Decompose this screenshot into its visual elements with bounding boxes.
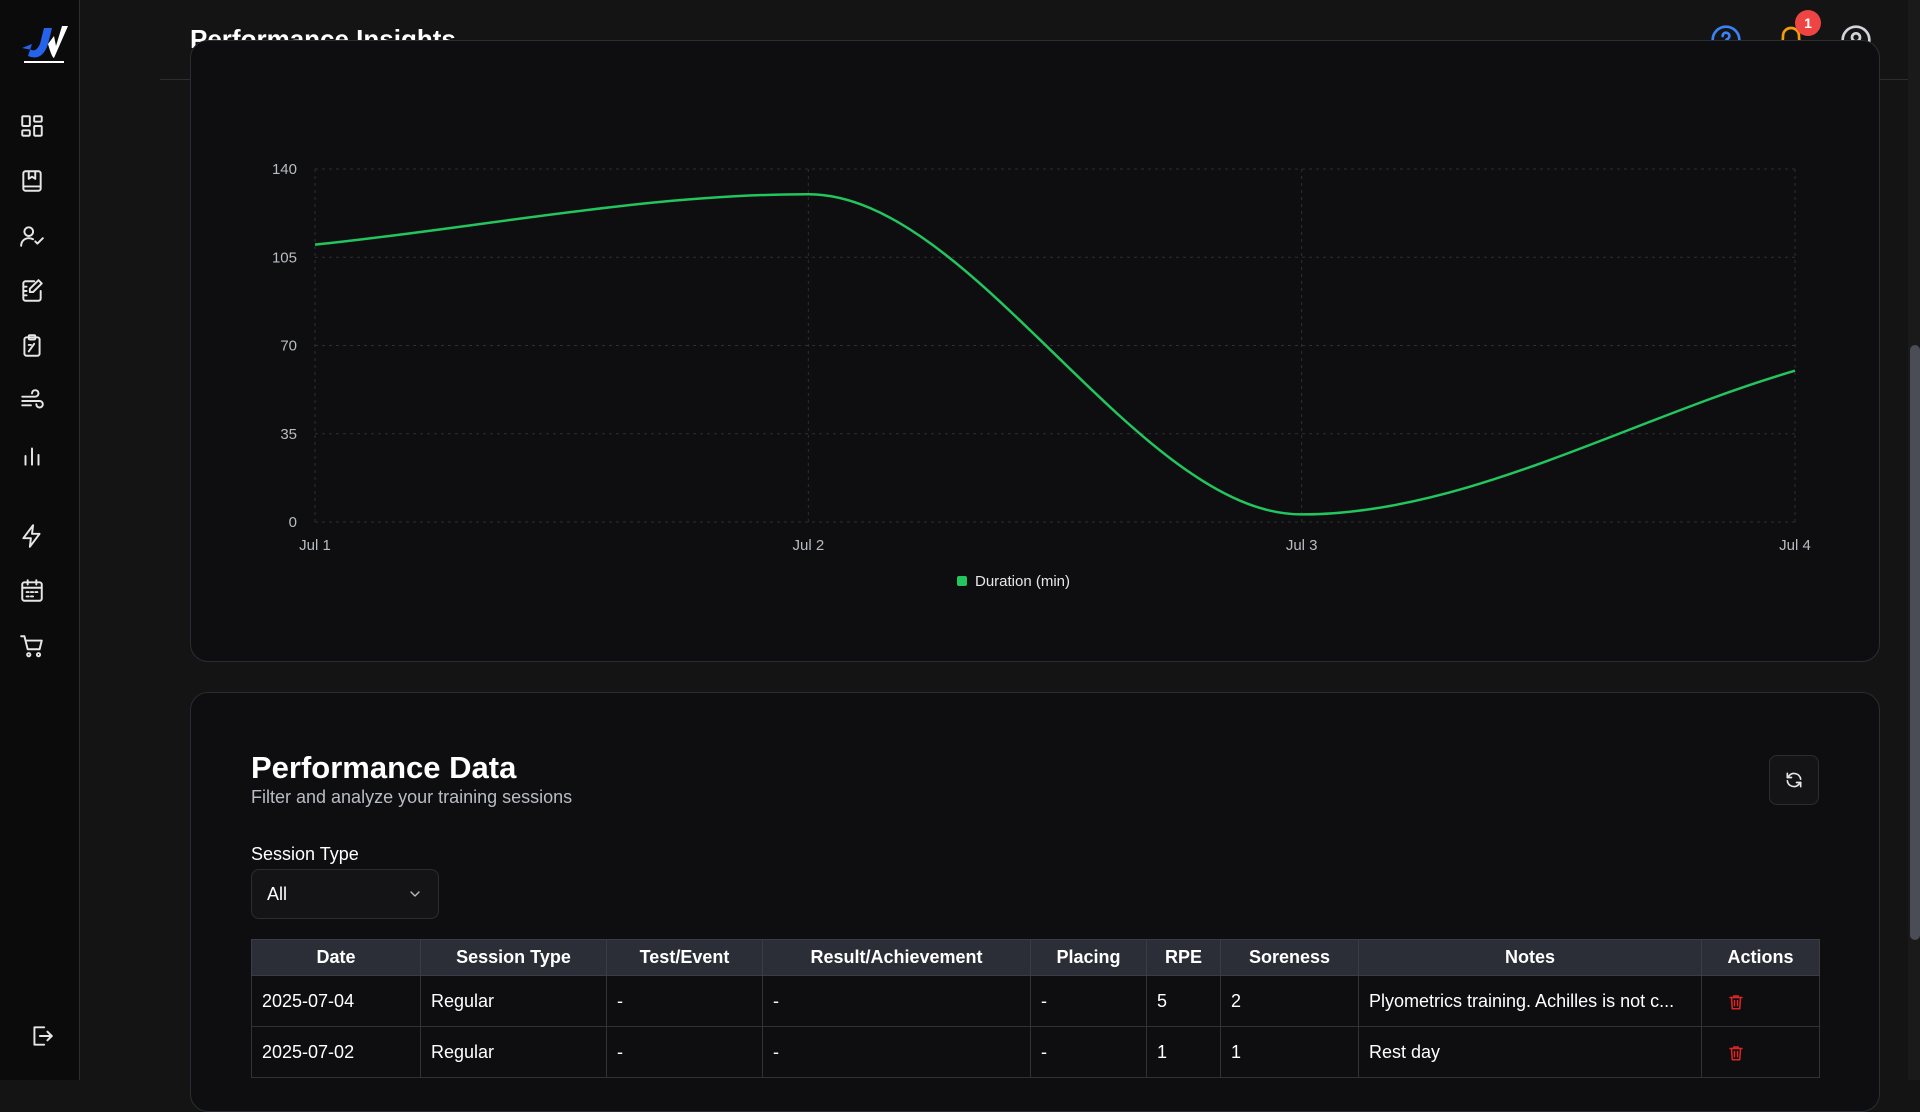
placing-cell: - <box>1030 975 1147 1027</box>
notes-cell: Rest day <box>1358 1026 1702 1078</box>
user-check-icon[interactable] <box>18 222 46 250</box>
x-tick-label: Jul 3 <box>1286 537 1318 554</box>
dashboard-icon[interactable] <box>18 112 46 140</box>
table-row: 2025-07-04 Regular - - - 5 2 Plyometrics… <box>251 975 1820 1027</box>
series-line-duration <box>314 192 1796 516</box>
column-header[interactable]: Soreness <box>1220 939 1359 976</box>
column-header[interactable]: Session Type <box>420 939 607 976</box>
session-type-value: All <box>267 884 288 904</box>
trash-icon[interactable] <box>1727 1044 1745 1062</box>
logout-icon[interactable] <box>28 1022 56 1050</box>
table-header-row: Date Session Type Test/Event Result/Achi… <box>251 939 1820 976</box>
soreness-cell: 2 <box>1220 975 1359 1027</box>
column-header[interactable]: Test/Event <box>606 939 763 976</box>
result-cell: - <box>762 975 1031 1027</box>
column-header[interactable]: Result/Achievement <box>762 939 1031 976</box>
session-type-select[interactable]: All <box>251 869 439 919</box>
test-event-cell: - <box>606 1026 763 1078</box>
trash-icon[interactable] <box>1727 993 1745 1011</box>
sidebar <box>0 0 80 1080</box>
clipboard-icon[interactable] <box>18 332 46 360</box>
cart-icon[interactable] <box>18 632 46 660</box>
legend-label: Duration (min) <box>975 573 1070 590</box>
y-tick-label: 140 <box>272 161 297 178</box>
column-header[interactable]: Date <box>251 939 421 976</box>
y-tick-label: 105 <box>272 249 297 266</box>
scrollbar-thumb[interactable] <box>1910 345 1920 940</box>
notification-badge: 1 <box>1795 10 1821 36</box>
x-tick-label: Jul 1 <box>299 537 331 554</box>
column-header: Actions <box>1701 939 1820 976</box>
session-type-cell: Regular <box>420 975 607 1027</box>
session-type-label: Session Type <box>251 844 359 864</box>
chevron-down-icon <box>407 886 423 902</box>
calendar-icon[interactable] <box>18 577 46 605</box>
test-event-cell: - <box>606 975 763 1027</box>
result-cell: - <box>762 1026 1031 1078</box>
y-tick-label: 35 <box>280 426 297 443</box>
y-tick-label: 0 <box>289 514 297 531</box>
performance-data-title: Performance Data <box>251 750 517 785</box>
chart-card: 0 35 70 105 140 Jul 1 Jul 2 Jul 3 Jul 4 Duration … <box>190 40 1880 662</box>
app-logo[interactable] <box>18 22 70 66</box>
line-chart: 0 35 70 105 140 Jul 1 Jul 2 Jul 3 Jul 4 Duration … <box>272 161 1811 590</box>
journal-edit-icon[interactable] <box>18 277 46 305</box>
date-cell: 2025-07-04 <box>251 975 421 1027</box>
refresh-button[interactable] <box>1769 755 1819 805</box>
column-header[interactable]: Placing <box>1030 939 1147 976</box>
x-tick-label: Jul 4 <box>1779 537 1811 554</box>
table-row: 2025-07-02 Regular - - - 1 1 Rest day <box>251 1026 1820 1078</box>
rpe-cell: 5 <box>1146 975 1221 1027</box>
performance-table: Date Session Type Test/Event Result/Achi… <box>251 939 1820 1078</box>
soreness-cell: 1 <box>1220 1026 1359 1078</box>
x-tick-label: Jul 2 <box>792 537 824 554</box>
actions-cell <box>1701 975 1820 1027</box>
column-header[interactable]: Notes <box>1358 939 1702 976</box>
date-cell: 2025-07-02 <box>251 1026 421 1078</box>
performance-data-card: Performance Data Filter and analyze your… <box>190 692 1880 1112</box>
legend-swatch <box>957 576 967 586</box>
session-type-cell: Regular <box>420 1026 607 1078</box>
refresh-icon <box>1786 772 1802 788</box>
rpe-cell: 1 <box>1146 1026 1221 1078</box>
bar-chart-icon[interactable] <box>18 442 46 470</box>
performance-data-subtitle: Filter and analyze your training session… <box>251 787 573 807</box>
lightning-icon[interactable] <box>18 522 46 550</box>
placing-cell: - <box>1030 1026 1147 1078</box>
notebook-icon[interactable] <box>18 167 46 195</box>
actions-cell <box>1701 1026 1820 1078</box>
y-tick-label: 70 <box>280 338 297 355</box>
notes-cell: Plyometrics training. Achilles is not c.… <box>1358 975 1702 1027</box>
wind-icon[interactable] <box>18 387 46 415</box>
column-header[interactable]: RPE <box>1146 939 1221 976</box>
